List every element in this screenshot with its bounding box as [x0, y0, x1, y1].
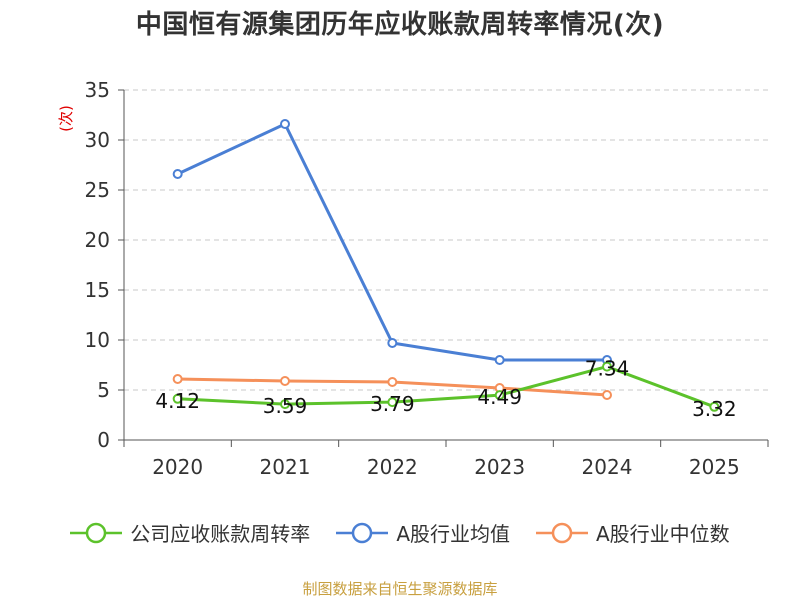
series-1-point-2023 — [494, 355, 505, 365]
series-0-point-2022 — [387, 397, 398, 408]
y-tick-label-10: 10 — [85, 328, 110, 352]
legend-swatch-mean-icon — [336, 522, 389, 543]
series-line-0 — [177, 365, 715, 409]
legend-label-company: 公司应收账款周转率 — [130, 522, 311, 546]
series-0-point-2025 — [709, 401, 720, 412]
chart-legend: 公司应收账款周转率 A股行业均值 A股行业中位数 — [0, 518, 800, 547]
y-tick-label-0: 0 — [97, 428, 110, 452]
y-axis-unit-label: (次) — [56, 105, 75, 132]
data-label-2020: 4.12 — [155, 389, 200, 413]
legend-item-company[interactable]: 公司应收账款周转率 — [70, 518, 310, 547]
series-2-point-2021 — [280, 376, 290, 386]
y-tick-label-25: 25 — [85, 178, 110, 202]
x-tick-label-2023: 2023 — [474, 455, 525, 479]
legend-swatch-median-icon — [536, 522, 588, 543]
data-source-note: 制图数据来自恒生聚源数据库 — [302, 580, 498, 598]
x-tick-label-2024: 2024 — [582, 455, 633, 479]
data-label-2024: 7.34 — [585, 357, 630, 381]
data-label-2021: 3.59 — [263, 394, 308, 418]
data-label-2022: 3.79 — [370, 392, 415, 416]
series-0-point-2023 — [494, 390, 505, 401]
series-1-point-2020 — [172, 169, 183, 179]
chart-title: 中国恒有源集团历年应收账款周转率情况(次) — [135, 10, 665, 40]
series-2-point-2024 — [602, 390, 612, 400]
series-1-point-2021 — [280, 119, 290, 129]
y-tick-label-20: 20 — [85, 228, 110, 252]
series-2-point-2020 — [172, 374, 183, 384]
series-0-point-2024 — [602, 361, 612, 372]
legend-item-industry-median[interactable]: A股行业中位数 — [536, 518, 730, 547]
legend-label-industry-mean: A股行业均值 — [396, 522, 510, 546]
legend-item-industry-mean[interactable]: A股行业均值 — [336, 518, 510, 547]
series-line-1 — [177, 122, 607, 362]
y-tick-label-35: 35 — [85, 78, 110, 102]
legend-label-industry-median: A股行业中位数 — [596, 522, 730, 546]
data-label-2023: 4.49 — [477, 385, 522, 409]
y-tick-label-15: 15 — [85, 278, 110, 302]
series-2-point-2022 — [387, 377, 398, 387]
series-0-point-2020 — [172, 393, 183, 404]
x-tick-label-2022: 2022 — [367, 455, 418, 479]
x-tick-label-2020: 2020 — [152, 455, 203, 479]
y-tick-label-5: 5 — [97, 378, 110, 402]
x-tick-label-2021: 2021 — [260, 455, 311, 479]
y-tick-label-30: 30 — [85, 128, 110, 152]
data-label-2025: 3.32 — [692, 397, 737, 421]
legend-swatch-company-icon — [70, 522, 123, 543]
series-1-point-2022 — [387, 338, 398, 348]
x-tick-label-2025: 2025 — [689, 455, 740, 479]
series-0-point-2021 — [280, 399, 290, 410]
